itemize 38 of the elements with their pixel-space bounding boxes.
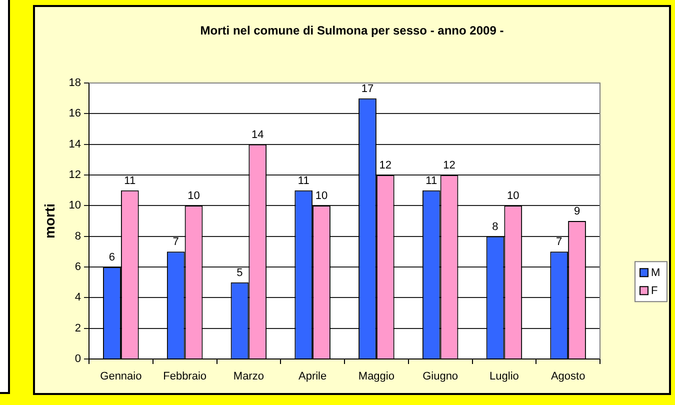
x-tick-label: Gennaio — [100, 370, 142, 383]
data-label: 12 — [379, 160, 392, 172]
data-label: 6 — [108, 252, 116, 264]
data-label: 11 — [124, 174, 136, 187]
data-label: 11 — [426, 174, 438, 187]
y-tick-label: 0 — [74, 353, 81, 366]
y-tick-label: 18 — [68, 77, 81, 90]
data-label: 7 — [172, 236, 179, 248]
y-axis-title: morti — [41, 204, 58, 238]
data-label: 8 — [492, 220, 498, 233]
data-label: 9 — [574, 206, 580, 218]
x-tick-label: Maggio — [358, 370, 394, 383]
y-tick-label: 6 — [74, 261, 81, 274]
data-label: 11 — [298, 174, 310, 187]
data-label: 17 — [361, 82, 374, 95]
data-label: 12 — [443, 160, 456, 172]
x-tick-label: Agosto — [550, 370, 586, 383]
x-tick-label: Febbraio — [163, 370, 207, 383]
data-label: 7 — [556, 236, 562, 248]
x-tick-label: Marzo — [233, 370, 264, 383]
chart-title: Morti nel comune di Sulmona per sesso - anno 2009 - — [200, 23, 504, 38]
y-tick-label: 2 — [74, 322, 81, 334]
x-tick-label: Aprile — [298, 370, 327, 383]
x-tick-label: Luglio — [490, 370, 519, 383]
y-tick-label: 14 — [68, 138, 81, 150]
data-label: 10 — [188, 190, 200, 202]
y-tick-label: 4 — [74, 292, 81, 304]
data-label: 14 — [252, 128, 264, 141]
y-tick-label: 8 — [74, 230, 81, 242]
legend-label: M — [651, 267, 660, 280]
x-tick-label: Giugno — [422, 370, 458, 383]
legend-label: F — [651, 285, 658, 298]
data-label: 5 — [236, 266, 243, 279]
y-tick-label: 16 — [68, 108, 81, 120]
data-label: 10 — [507, 190, 520, 202]
data-label: 10 — [315, 190, 328, 202]
y-tick-label: 12 — [68, 169, 81, 182]
y-tick-label: 10 — [68, 200, 81, 212]
